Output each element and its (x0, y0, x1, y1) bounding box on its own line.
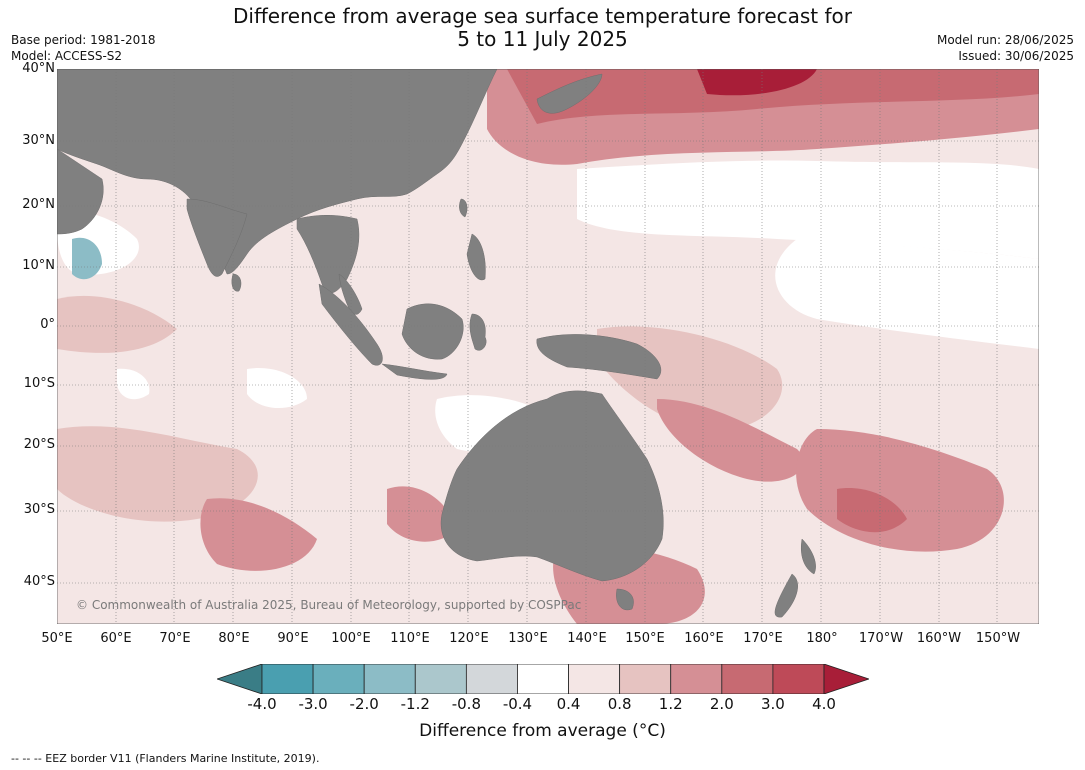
lat-label-eq: 0° (40, 317, 55, 332)
lat-label-30s: 30°S (23, 502, 55, 517)
new-zealand-north (801, 538, 816, 575)
colorbar-tick-label: -0.4 (502, 695, 533, 713)
colorbar-tick-label: 3.0 (760, 695, 785, 713)
indochina (296, 215, 360, 294)
lon-label-120e: 120°E (449, 631, 489, 646)
map-title: Difference from average sea surface temp… (0, 5, 1085, 51)
new-zealand-south (774, 573, 798, 618)
lon-label-70e: 70°E (159, 631, 191, 646)
japan (536, 73, 603, 114)
lat-label-10s: 10°S (23, 376, 55, 391)
colorbar-cell (721, 664, 774, 694)
lat-label-30n: 30°N (22, 133, 55, 148)
colorbar-tick-label: -4.0 (247, 695, 277, 713)
colorbar-tick-label: 0.4 (556, 695, 581, 713)
colorbar-tick-label: 0.8 (607, 695, 632, 713)
copyright-credit: © Commonwealth of Australia 2025, Bureau… (76, 598, 582, 612)
land-masses (57, 69, 816, 618)
colorbar-tick-label: 2.0 (709, 695, 734, 713)
lon-label-50e: 50°E (41, 631, 73, 646)
lon-label-60e: 60°E (100, 631, 132, 646)
taiwan (459, 198, 468, 218)
lon-label-180: 180° (806, 631, 838, 646)
lon-label-160w: 160°W (916, 631, 962, 646)
colorbar-cell (261, 664, 314, 694)
colorbar-title-end: ) (659, 721, 666, 741)
lat-label-20s: 20°S (23, 437, 55, 452)
colorbar-cell (772, 664, 825, 694)
lon-label-80e: 80°E (218, 631, 250, 646)
metadata-left: Base period: 1981-2018 Model: ACCESS-S2 (11, 32, 156, 64)
sst-anomaly-map (57, 69, 1039, 624)
colorbar (217, 664, 869, 694)
lon-label-170e: 170°E (743, 631, 783, 646)
colorbar-title-text: Difference from average ( (419, 721, 639, 741)
colorbar-cell (670, 664, 723, 694)
title-line-1: Difference from average sea surface temp… (232, 4, 852, 28)
model-run-text: Model run: 28/06/2025 (936, 33, 1074, 47)
colorbar-cell (619, 664, 672, 694)
colorbar-tick-label: -1.2 (400, 695, 430, 713)
colorbar-cell (465, 664, 518, 694)
lat-label-40s: 40°S (23, 574, 55, 589)
lon-label-100e: 100°E (331, 631, 371, 646)
eez-footnote: -- -- -- EEZ border V11 (Flanders Marine… (11, 752, 320, 765)
sri-lanka (231, 273, 242, 292)
colorbar-tick-label: -0.8 (451, 695, 481, 713)
colorbar-cell (568, 664, 621, 694)
colorbar-cell (312, 664, 365, 694)
india (186, 198, 248, 277)
lat-label-40n: 40°N (22, 61, 55, 76)
colorbar-extend-low (217, 664, 263, 694)
lon-label-130e: 130°E (508, 631, 548, 646)
colorbar-cells (217, 664, 869, 694)
colorbar-cell (414, 664, 467, 694)
lon-label-170w: 170°W (858, 631, 904, 646)
colorbar-cell (363, 664, 416, 694)
borneo (401, 303, 464, 360)
colorbar-tick-label: -3.0 (298, 695, 328, 713)
java (381, 363, 448, 380)
new-guinea (536, 334, 662, 380)
tasmania (616, 588, 634, 611)
asia-landmass (57, 69, 498, 275)
metadata-right: Model run: 28/06/2025 Issued: 30/06/2025 (937, 32, 1074, 64)
colorbar-extend-high (823, 664, 869, 694)
lon-label-150e: 150°E (625, 631, 665, 646)
base-period-text: Base period: 1981-2018 (11, 33, 156, 47)
australia (440, 390, 664, 582)
model-text: Model: ACCESS-S2 (11, 49, 123, 63)
sulawesi (469, 313, 487, 351)
colorbar-cell (517, 664, 569, 694)
lon-label-160e: 160°E (684, 631, 724, 646)
colorbar-tick-label: -2.0 (349, 695, 379, 713)
title-line-2: 5 to 11 July 2025 (457, 27, 628, 51)
lon-label-150w: 150°W (975, 631, 1021, 646)
lon-label-90e: 90°E (277, 631, 309, 646)
colorbar-tick-label: 4.0 (812, 695, 836, 713)
colorbar-tick-label: 1.2 (658, 695, 683, 713)
colorbar-unit: °C (638, 721, 660, 741)
lon-label-110e: 110°E (390, 631, 430, 646)
philippines (466, 233, 486, 281)
arabia (57, 148, 104, 235)
lat-label-10n: 10°N (22, 258, 55, 273)
lat-label-20n: 20°N (22, 197, 55, 212)
graticule (57, 69, 1039, 624)
lon-label-140e: 140°E (567, 631, 607, 646)
issued-text: Issued: 30/06/2025 (958, 49, 1074, 63)
colorbar-title: Difference from average (°C) (0, 721, 1085, 741)
